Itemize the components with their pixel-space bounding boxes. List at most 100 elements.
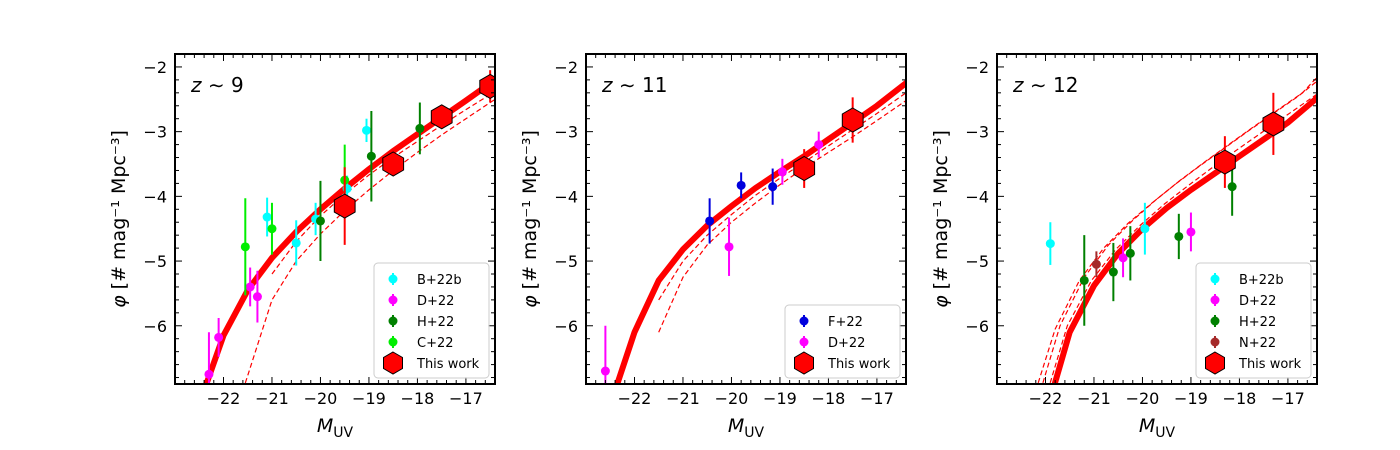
- data-point: [1186, 227, 1196, 237]
- legend-marker: [1210, 316, 1220, 326]
- y-axis-label: φ [# mag⁻¹ Mpc⁻³]: [519, 130, 541, 308]
- legend-marker: [1210, 274, 1220, 284]
- data-point: [1125, 248, 1135, 258]
- legend-label: D+22: [1239, 294, 1276, 309]
- legend-label: This work: [1238, 357, 1302, 372]
- legend-item: F+22: [799, 315, 863, 330]
- legend-marker: [1210, 337, 1220, 347]
- x-tick-label: −19: [763, 389, 797, 408]
- legend-label: H+22: [1239, 315, 1276, 330]
- x-tick-label: −22: [1029, 389, 1063, 408]
- data-point: [724, 242, 734, 252]
- series-b-22b: [262, 118, 372, 266]
- x-tick-label: −21: [1077, 389, 1111, 408]
- y-tick-label: −3: [554, 123, 578, 142]
- series-n-22: [1091, 251, 1101, 278]
- x-axis-symbol: M: [1139, 415, 1155, 437]
- data-point: [214, 332, 224, 342]
- legend-item: This work: [1205, 351, 1302, 375]
- y-tick-label: −5: [554, 252, 578, 271]
- legend-label: D+22: [828, 336, 865, 351]
- legend-marker: [388, 295, 398, 305]
- x-tick-label: −19: [352, 389, 386, 408]
- panel-1: −22 −21 −20 −19 −18 −17 −2 −3 −4 −5 −6 z ∼ 9 MUV φ [#…: [108, 53, 496, 441]
- data-point: [1079, 275, 1089, 285]
- legend-label: H+22: [417, 315, 454, 330]
- data-point: [291, 238, 301, 248]
- data-point-hexagon: [1262, 111, 1285, 137]
- y-axis-units: [# mag⁻¹ Mpc⁻³]: [108, 130, 130, 295]
- panel-frame: [996, 53, 1318, 385]
- x-axis-subscript: UV: [1155, 425, 1175, 441]
- data-point: [705, 216, 715, 226]
- legend-label: This work: [827, 357, 891, 372]
- ticks: [585, 53, 907, 384]
- y-tick-label: −4: [965, 187, 989, 206]
- legend-box: [1195, 262, 1312, 379]
- legend-marker: [388, 316, 398, 326]
- data-point: [366, 151, 376, 161]
- x-tick-label: −18: [812, 389, 846, 408]
- y-axis-symbol: φ: [108, 295, 130, 308]
- y-axis-units: [# mag⁻¹ Mpc⁻³]: [519, 130, 541, 295]
- x-tick-label: −21: [666, 389, 700, 408]
- model-bound-line-1: [658, 100, 906, 333]
- redshift-value: ∼ 11: [613, 73, 668, 97]
- legend-marker: [799, 316, 809, 326]
- series-f-22: [705, 168, 778, 244]
- redshift-value: ∼ 9: [202, 73, 244, 97]
- series-d-22: [204, 267, 262, 384]
- series-this-work: [793, 97, 864, 188]
- x-tick-label: −18: [1223, 389, 1257, 408]
- legend: F+22 D+22 This work: [784, 304, 901, 379]
- legend-item: B+22b: [1210, 273, 1284, 288]
- y-tick-label: −3: [965, 123, 989, 142]
- y-axis-symbol: φ: [930, 295, 952, 308]
- data-point: [736, 180, 746, 190]
- series-this-work: [1214, 92, 1285, 188]
- data-point-hexagon: [841, 107, 864, 133]
- y-tick-label: −6: [554, 317, 578, 336]
- panel-2: −22 −21 −20 −19 −18 −17 −2 −3 −4 −5 −6 z ∼ 11 MUV φ […: [519, 53, 907, 441]
- x-tick-label: −17: [860, 389, 894, 408]
- legend-item: This work: [794, 351, 891, 375]
- data-point: [1174, 231, 1184, 241]
- data-point: [204, 369, 214, 379]
- series-h-22: [315, 102, 425, 262]
- legend-marker-hexagon: [1205, 351, 1225, 375]
- x-axis-symbol: M: [728, 415, 744, 437]
- legend-item: H+22: [388, 315, 454, 330]
- panel-3: −22 −21 −20 −19 −18 −17 −2 −3 −4 −5 −6 z ∼ 12 MUV φ […: [930, 53, 1318, 441]
- legend-item: D+22: [799, 336, 865, 351]
- redshift-annotation: z ∼ 12: [1012, 73, 1078, 97]
- data-point-hexagon: [793, 155, 816, 182]
- data-point-hexagon: [382, 151, 405, 177]
- y-tick-label: −2: [965, 58, 989, 77]
- data-point: [252, 292, 262, 302]
- x-tick-label: −17: [449, 389, 483, 408]
- model-bound-line-2: [658, 92, 906, 301]
- data-point-hexagon: [333, 193, 356, 219]
- legend-marker: [388, 337, 398, 347]
- x-tick-label: −20: [715, 389, 749, 408]
- y-axis-label: φ [# mag⁻¹ Mpc⁻³]: [930, 130, 952, 308]
- plot-area: [600, 80, 906, 384]
- legend-label: C+22: [417, 336, 454, 351]
- data-point: [768, 182, 778, 192]
- data-point: [1045, 239, 1055, 249]
- x-tick-label: −22: [207, 389, 241, 408]
- data-point: [240, 242, 250, 252]
- legend-label: B+22b: [417, 273, 462, 288]
- data-point: [245, 282, 255, 292]
- plot-area: [203, 70, 495, 384]
- y-tick-label: −5: [965, 252, 989, 271]
- y-tick-label: −2: [554, 58, 578, 77]
- x-tick-label: −19: [1174, 389, 1208, 408]
- legend-marker: [799, 337, 809, 347]
- y-tick-label: −5: [143, 252, 167, 271]
- legend: B+22b D+22 H+22 C+22 This work: [373, 262, 490, 379]
- legend-label: D+22: [417, 294, 454, 309]
- x-tick-label: −21: [255, 389, 289, 408]
- data-point: [777, 167, 787, 177]
